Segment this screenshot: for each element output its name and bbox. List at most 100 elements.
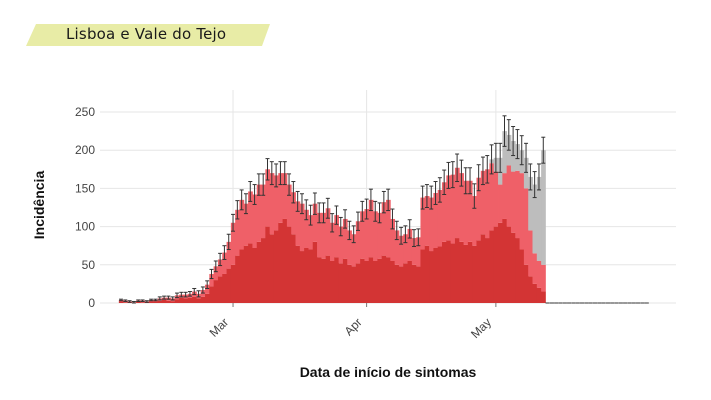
error-bar <box>157 296 162 301</box>
bar-segment-1 <box>510 171 516 233</box>
error-bar <box>299 193 304 215</box>
bar-segment-0 <box>282 218 288 303</box>
bar-segment-1 <box>394 230 400 265</box>
bar-segment-0 <box>295 245 301 303</box>
bar-segment-0 <box>329 260 335 303</box>
error-bar <box>136 299 141 302</box>
error-bar <box>330 213 335 233</box>
error-bar <box>274 163 279 188</box>
error-bar <box>183 291 188 298</box>
bar-segment-0 <box>433 247 439 303</box>
bar-segment-0 <box>217 276 223 303</box>
bar-segment-0 <box>304 247 309 303</box>
bar-segment-1 <box>299 203 305 252</box>
bar-segment-0 <box>472 245 477 303</box>
bar-segment-1 <box>420 197 426 250</box>
bar-segment-0 <box>528 276 533 303</box>
bar-segment-0 <box>200 296 206 303</box>
error-bar <box>394 220 399 241</box>
bar-segment-2 <box>510 141 516 172</box>
error-bar <box>287 173 292 196</box>
error-bars <box>119 115 649 304</box>
bar-segment-0 <box>256 241 262 303</box>
bar-segment-1 <box>222 252 227 274</box>
bar-segment-1 <box>386 199 391 258</box>
x-tick-label: Mar <box>207 315 232 340</box>
bar-segment-0 <box>317 257 322 303</box>
bar-segment-0 <box>454 238 460 303</box>
error-bar <box>175 292 180 299</box>
error-bar <box>239 189 244 211</box>
bar-segment-0 <box>498 222 503 303</box>
error-bar <box>450 161 455 189</box>
bar-segment-0 <box>429 251 434 303</box>
bar-segment-1 <box>248 191 253 244</box>
error-bar <box>368 188 373 212</box>
bar-segment-0 <box>467 241 473 303</box>
bar-segment-0 <box>278 222 283 303</box>
error-bar <box>312 192 317 215</box>
error-bar <box>153 298 158 302</box>
bar-segment-0 <box>166 300 171 303</box>
error-bar <box>269 161 274 186</box>
bar-segment-0 <box>368 257 374 303</box>
bar-segment-1 <box>325 208 331 256</box>
bar-segment-0 <box>355 263 361 303</box>
bar-segment-1 <box>506 165 512 227</box>
error-bar <box>528 163 533 191</box>
error-bar <box>343 209 348 229</box>
bar-segment-1 <box>450 174 456 244</box>
error-bar <box>265 158 270 181</box>
bar-segment-0 <box>235 255 240 303</box>
bar-segment-1 <box>364 209 370 261</box>
bar-segment-0 <box>506 226 512 303</box>
bar-segment-1 <box>317 212 322 258</box>
error-bar <box>407 219 412 239</box>
x-tick-label: May <box>468 315 494 341</box>
bar-segment-1 <box>536 260 542 288</box>
bar-segment-0 <box>161 299 167 303</box>
error-bar <box>205 280 210 289</box>
y-tick-label: 150 <box>75 181 95 195</box>
error-bar <box>502 115 507 147</box>
bar-segment-0 <box>269 234 275 303</box>
bar-segment-1 <box>433 192 439 248</box>
bar-segment-0 <box>230 264 236 303</box>
bar-segment-1 <box>442 182 447 242</box>
bar-segment-0 <box>261 238 266 303</box>
bar-segment-0 <box>192 296 197 303</box>
bar-segment-1 <box>373 211 378 261</box>
bar-segment-1 <box>355 221 361 264</box>
error-bar <box>317 202 322 224</box>
bar-segment-0 <box>308 249 314 303</box>
bar-segment-1 <box>485 169 490 239</box>
error-bar <box>256 173 261 196</box>
bar-segment-0 <box>243 245 249 303</box>
x-axis-title: Data de início de sintomas <box>300 364 477 380</box>
y-axis-ticks: 0 50 100 150 200 250 <box>75 105 95 310</box>
error-bar <box>218 252 223 267</box>
error-bar <box>131 300 136 304</box>
bar-segment-0 <box>446 240 452 303</box>
bar-segment-1 <box>541 264 546 292</box>
bar-segment-0 <box>157 300 163 303</box>
bar-segment-0 <box>381 255 387 303</box>
bar-segment-0 <box>377 258 383 303</box>
error-bar <box>532 171 537 199</box>
bar-segment-1 <box>252 194 258 248</box>
bar-segment-0 <box>174 299 180 303</box>
bar-segment-0 <box>183 298 189 303</box>
bar-segment-1 <box>295 201 301 246</box>
bar-segment-1 <box>261 184 266 239</box>
bar-segment-0 <box>489 230 495 303</box>
error-bar <box>420 185 425 210</box>
error-bar <box>524 142 529 173</box>
error-bar <box>463 167 468 195</box>
error-bar <box>433 181 438 205</box>
bar-segment-0 <box>390 260 396 303</box>
bar-segment-1 <box>235 209 240 256</box>
bar-segment-0 <box>515 238 520 303</box>
bar-segment-0 <box>523 264 529 303</box>
bar-segment-1 <box>398 235 404 267</box>
error-bar <box>355 211 360 231</box>
